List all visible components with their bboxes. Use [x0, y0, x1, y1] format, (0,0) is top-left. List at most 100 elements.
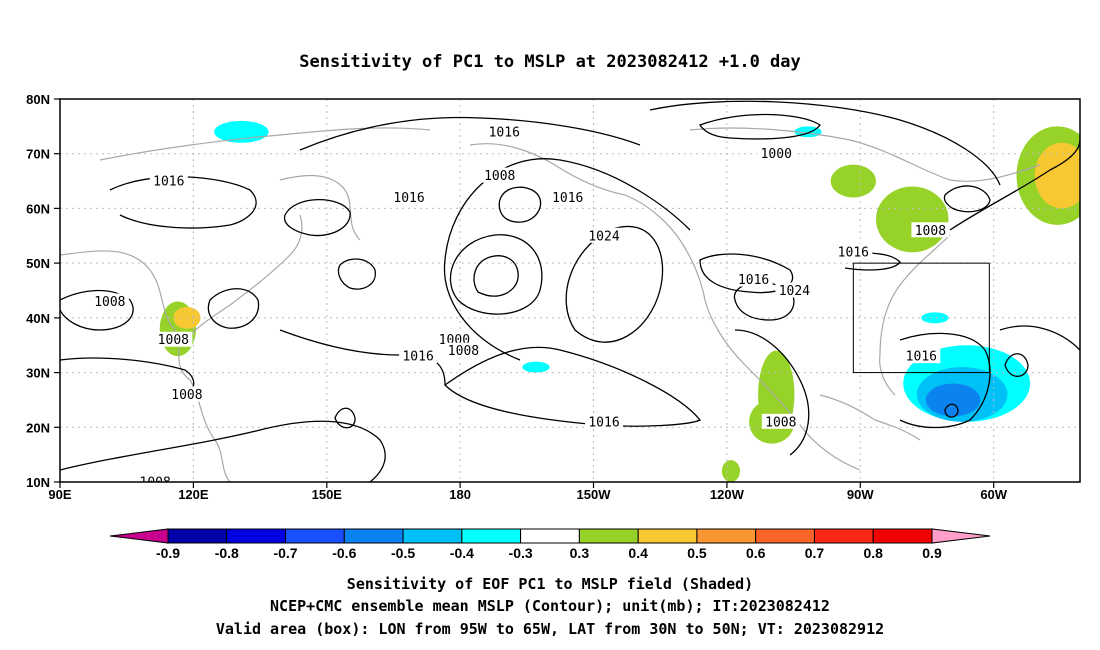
- shaded-region: [721, 460, 741, 482]
- contour-atlantic-small-loop-a: [1004, 353, 1029, 377]
- coastline-north-america-west: [679, 239, 861, 471]
- contour-label: 1008: [484, 169, 515, 184]
- contour-1016-asia-loop: [337, 258, 376, 290]
- contour-label-bg: [902, 348, 941, 364]
- valid-area-box: [852, 262, 990, 374]
- colorbar-tick-label: -0.4: [450, 545, 474, 561]
- coastline-alaska: [469, 143, 681, 241]
- contour-labels: 1016 1000 1008 1016 1016 1016 1024 1008 1016 1016…: [90, 123, 950, 491]
- caption-shading: Sensitivity of EOF PC1 to MSLP field (Sh…: [347, 575, 753, 593]
- shaded-region: [522, 361, 550, 373]
- contour-1016-atlantic: [899, 332, 991, 429]
- coastline-arctic-canada: [689, 127, 1041, 182]
- contour-pacific-small-loop: [334, 407, 356, 429]
- mslp-contours: [60, 100, 1080, 482]
- y-tick-label: 40N: [26, 311, 50, 326]
- colorbar-tick-label: 0.5: [687, 545, 707, 561]
- contour-1024-pacific-high: [565, 225, 664, 343]
- y-axis: 80N 70N 60N 50N 40N 30N 20N 10N: [26, 92, 60, 490]
- contour-atlantic-small-loop-b: [944, 403, 959, 418]
- contour-1008-bering-low: [498, 186, 542, 223]
- contour-1016-midlat: [279, 329, 446, 386]
- contour-label: 1008: [158, 333, 189, 348]
- contour-label-bg: [399, 348, 438, 364]
- caption-contours: NCEP+CMC ensemble mean MSLP (Contour); u…: [270, 597, 830, 615]
- contour-1016-okhotsk: [283, 198, 351, 237]
- contour-1000-arctic: [699, 113, 821, 140]
- colorbar-arrow-high: [931, 528, 991, 544]
- colorbar-tick-label: 0.4: [628, 545, 648, 561]
- colorbar-tick-label: -0.6: [332, 545, 356, 561]
- colorbar-segment: [578, 528, 639, 544]
- contour-label: 1016: [153, 175, 184, 190]
- contour-label-bg: [834, 244, 873, 260]
- x-tick-label: 180: [449, 487, 471, 502]
- colorbar-tick-label: -0.3: [509, 545, 533, 561]
- colorbar-segment: [637, 528, 698, 544]
- contour-label-bg: [485, 123, 524, 139]
- contour-label: 1016: [393, 191, 424, 206]
- y-tick-label: 10N: [26, 475, 50, 490]
- caption-valid-area: Valid area (box): LON from 95W to 65W, L…: [216, 620, 884, 638]
- y-tick-label: 20N: [26, 420, 50, 435]
- colorbar-segment: [402, 528, 463, 544]
- contour-label: 1016: [738, 273, 769, 288]
- colorbar-segment: [226, 528, 287, 544]
- colorbar-segment: [813, 528, 874, 544]
- contour-1008-asia-b: [207, 288, 260, 329]
- shaded-region: [830, 164, 876, 198]
- x-tick-label: 120E: [178, 487, 209, 502]
- latitude-gridlines: [60, 153, 1080, 428]
- contour-1016-north-pacific: [443, 158, 691, 361]
- contour-1008-aleutian-low: [449, 234, 543, 315]
- contour-arctic-band: [649, 100, 1001, 186]
- colorbar-segment: [755, 528, 815, 544]
- contour-label-bg: [390, 189, 429, 205]
- plot-background: [60, 99, 1080, 482]
- contour-1016-pacific-high: [443, 346, 702, 427]
- colorbar-segment: [520, 528, 580, 544]
- x-tick-label: 120W: [710, 487, 745, 502]
- contour-label: 1016: [402, 350, 433, 365]
- contour-label: 1016: [588, 415, 619, 430]
- contour-label: 1016: [838, 246, 869, 261]
- colorbar-tick-label: 0.7: [805, 545, 825, 561]
- contour-atlantic-high: [999, 325, 1080, 351]
- contour-1008-labrador: [949, 139, 1080, 231]
- contour-label-bg: [149, 173, 188, 189]
- contour-label-bg: [761, 413, 800, 429]
- shaded-region: [925, 383, 981, 417]
- x-tick-label: 60W: [980, 487, 1007, 502]
- contour-greenland-low: [943, 185, 991, 213]
- contour-label: 1016: [906, 350, 937, 365]
- shaded-region: [1034, 142, 1080, 209]
- contour-label: 1008: [140, 476, 171, 491]
- contour-label-bg: [775, 282, 814, 298]
- shaded-region: [214, 120, 269, 143]
- contour-label: 1008: [171, 388, 202, 403]
- colorbar-tick-label: 0.8: [863, 545, 883, 561]
- x-tick-label: 90E: [48, 487, 71, 502]
- x-tick-label: 90W: [847, 487, 874, 502]
- shaded-region: [876, 186, 949, 253]
- coastline-gulf-of-mexico: [819, 394, 921, 441]
- contour-label-bg: [585, 413, 623, 429]
- contour-subtropics: [60, 420, 386, 482]
- colorbar-tick-label: -0.9: [156, 545, 180, 561]
- colorbar-segment: [167, 528, 228, 544]
- contour-label: 1008: [915, 224, 946, 239]
- colorbar: -0.9 -0.8 -0.7 -0.6 -0.5 -0.4 -0.3 0.3 0.4 0.5 0.6…: [109, 528, 991, 561]
- colorbar-segment: [696, 528, 757, 544]
- colorbar-tick-label: -0.5: [391, 545, 415, 561]
- x-tick-label: 150W: [577, 487, 612, 502]
- plot-frame: [59, 98, 1081, 483]
- contour-label-bg: [167, 386, 206, 402]
- contour-label-bg: [585, 227, 623, 243]
- y-tick-label: 70N: [26, 147, 50, 162]
- contour-label-bg: [90, 293, 129, 309]
- contour-1008-north-america: [734, 329, 810, 456]
- contour-label-bg: [757, 145, 796, 161]
- contour-label-bg: [444, 342, 483, 358]
- colorbar-tick-label: -0.7: [273, 545, 297, 561]
